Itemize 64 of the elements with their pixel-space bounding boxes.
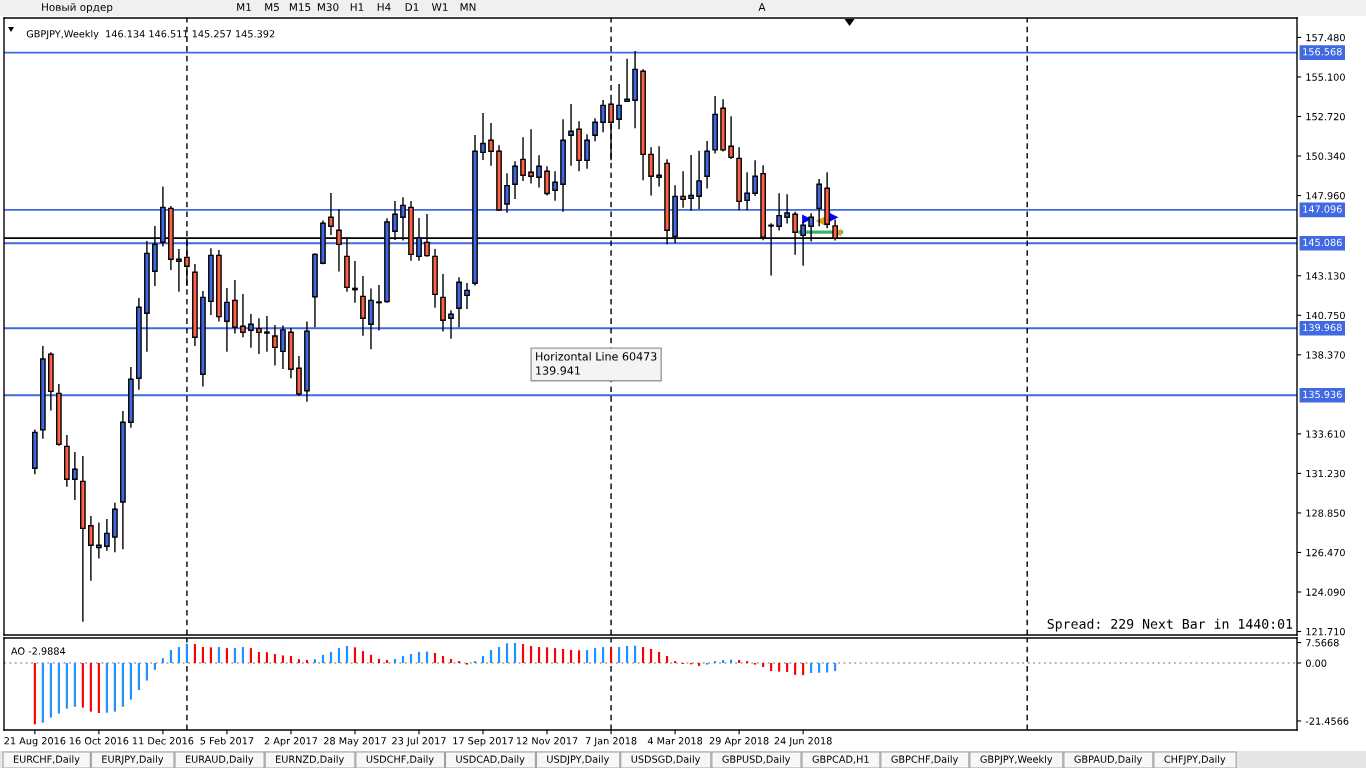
text: EURAUD,Daily <box>185 755 254 765</box>
y-tick-label: 157.480 <box>1306 33 1345 42</box>
text: GBPCAD,H1 <box>812 755 869 764</box>
x-tick-label: 12 Nov 2017 <box>516 737 578 745</box>
x-tick-label: 4 Mar 2018 <box>647 737 703 745</box>
text: USDJPY,Daily <box>547 755 609 765</box>
y-tick-label: -21.4566 <box>1305 717 1349 725</box>
text: D1 <box>405 3 419 11</box>
y-tick-label: 0.00 <box>1305 659 1327 667</box>
y-tick-label: 143.130 <box>1306 272 1345 280</box>
text: GBPCHF,Daily <box>891 755 959 765</box>
text: M15 <box>289 3 311 12</box>
text: USDCHF,Daily <box>366 755 434 765</box>
text: EURCHF,Daily <box>13 755 80 765</box>
y-tick-label: 124.090 <box>1306 588 1345 596</box>
text: GBPUSD,Daily <box>722 755 791 765</box>
annotation: Spread: 229 Next Bar in 1440:01 <box>1047 618 1293 632</box>
text: H1 <box>350 3 364 11</box>
text: A <box>758 3 766 11</box>
y-tick-label: 121.710 <box>1306 627 1345 636</box>
x-tick-label: 5 Feb 2017 <box>200 736 254 745</box>
x-tick-label: 16 Oct 2016 <box>69 737 129 745</box>
text: CHFJPY,Daily <box>1164 755 1226 765</box>
text: M1 <box>237 3 251 11</box>
x-tick-label: 7 Jan 2018 <box>585 737 637 747</box>
ref-line-label: 156.568 <box>1303 48 1342 56</box>
text: USDCAD,Daily <box>456 755 525 765</box>
y-tick-label: 7.5668 <box>1306 639 1339 647</box>
y-tick-label: 150.340 <box>1306 152 1345 160</box>
y-tick-label: 128.850 <box>1306 509 1345 517</box>
ref-line-label: 145.086 <box>1303 238 1342 247</box>
x-tick-label: 17 Sep 2017 <box>453 737 513 747</box>
text: AO -2.9884 <box>11 647 66 655</box>
ref-line-label: 147.096 <box>1303 205 1342 213</box>
text: M30 <box>317 3 339 12</box>
y-tick-label: 140.750 <box>1306 311 1345 320</box>
text: W1 <box>431 3 448 11</box>
y-tick-label: 152.720 <box>1306 112 1345 121</box>
ref-line-label: 135.936 <box>1303 390 1342 399</box>
text: Новый ордер <box>42 3 113 14</box>
x-tick-label: 29 Apr 2018 <box>709 737 769 747</box>
text: GBPJPY,Weekly 146.134 146.511 145.257 145.392 <box>26 29 275 40</box>
text: EURNZD,Daily <box>276 755 344 765</box>
ref-line-label: 139.968 <box>1303 323 1342 332</box>
x-tick-label: 2 Apr 2017 <box>264 737 318 747</box>
text: M5 <box>265 3 279 12</box>
text: GBPAUD,Daily <box>1074 755 1142 765</box>
y-tick-label: 147.960 <box>1306 192 1345 200</box>
x-tick-label: 23 Jul 2017 <box>392 736 446 747</box>
y-tick-label: 126.470 <box>1306 548 1345 557</box>
y-tick-label: 131.230 <box>1306 469 1345 478</box>
text: H4 <box>377 3 391 11</box>
y-tick-label: 155.100 <box>1306 73 1345 81</box>
text: USDSGD,Daily <box>631 755 701 765</box>
text: EURJPY,Daily <box>102 755 164 765</box>
y-tick-label: 138.370 <box>1306 351 1345 359</box>
x-tick-label: 21 Aug 2016 <box>4 737 66 747</box>
annotation: Horizontal Line 60473 139.941 <box>536 352 657 375</box>
x-tick-label: 11 Dec 2016 <box>132 737 194 745</box>
text: MN <box>460 3 476 11</box>
text: GBPJPY,Weekly <box>980 755 1053 765</box>
x-tick-label: 28 May 2017 <box>323 737 386 747</box>
x-tick-label: 24 Jun 2018 <box>774 737 832 747</box>
y-tick-label: 133.610 <box>1306 430 1345 438</box>
